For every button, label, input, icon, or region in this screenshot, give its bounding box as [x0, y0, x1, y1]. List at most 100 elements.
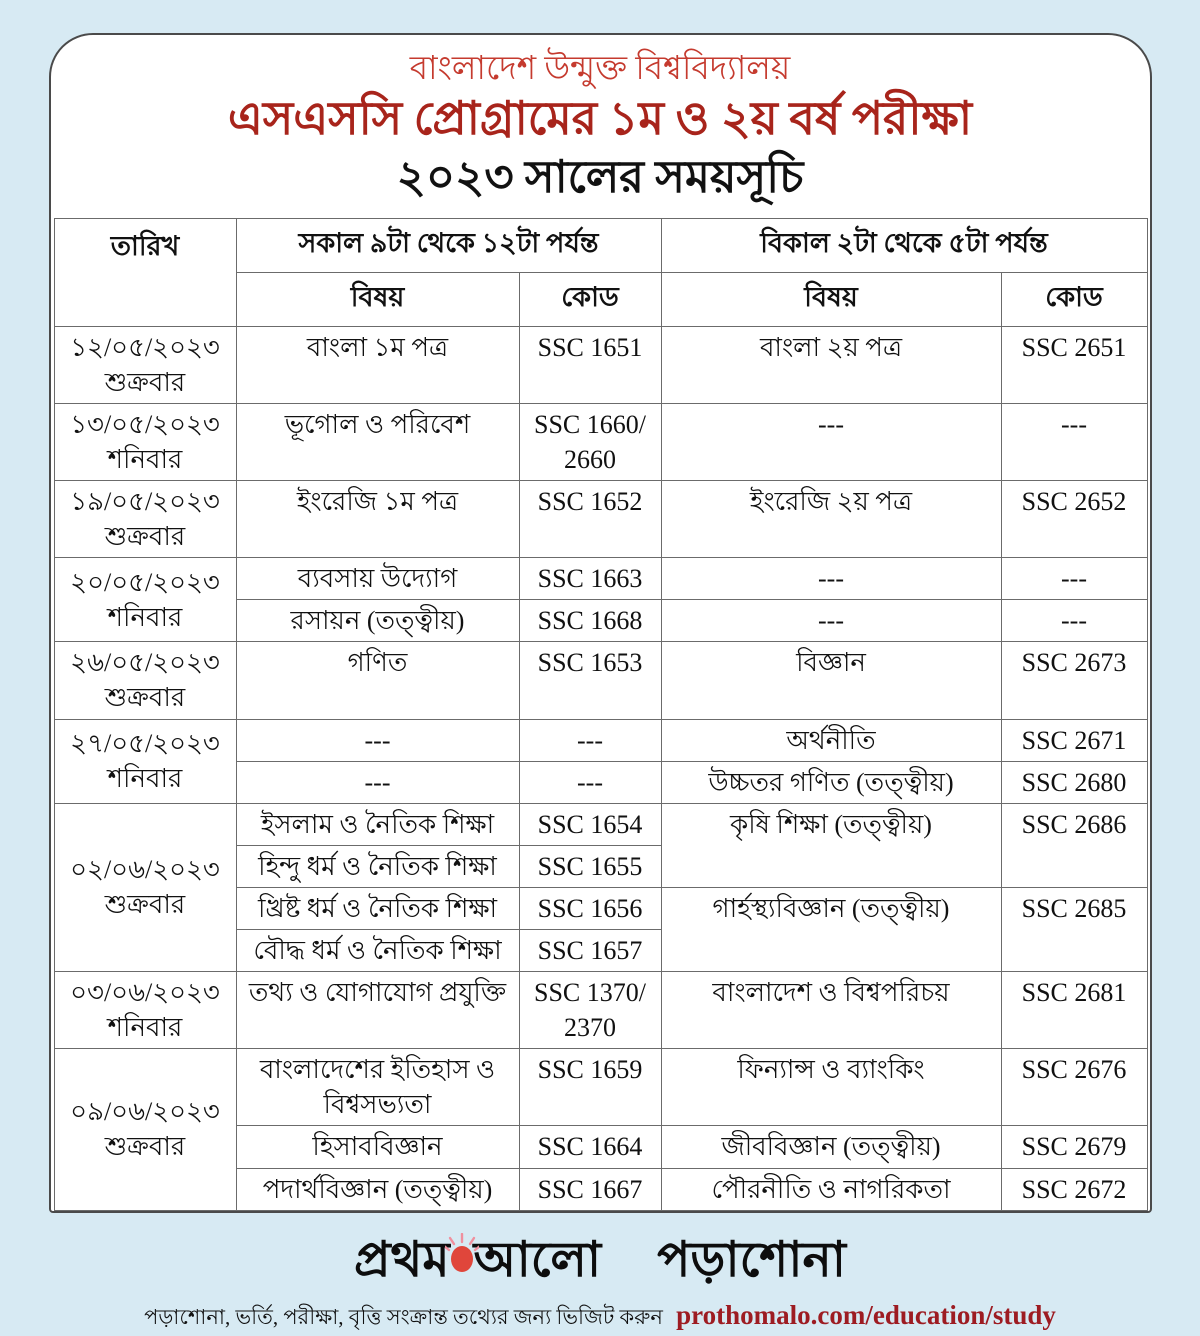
subject-cell: ইংরেজি ১ম পত্র [235, 479, 520, 559]
subject-cell: --- [235, 760, 520, 804]
schedule-card: বাংলাদেশ উন্মুক্ত বিশ্ববিদ্যালয় এসএসসি … [48, 33, 1152, 1213]
code-cell: SSC 2681 [1000, 971, 1148, 1050]
code-cell: SSC 2651 [1000, 325, 1148, 404]
date-cell: ১৯/০৫/২০২৩ শুক্রবার [53, 479, 237, 559]
subject-cell: রসায়ন (তত্ত্বীয়) [235, 599, 520, 643]
subject-cell: ইংরেজি ২য় পত্র [660, 479, 1002, 559]
code-cell: SSC 1654 [518, 802, 662, 846]
schedule-row: --- --- উচ্চতর গণিত (তত্ত্বীয়) SSC 2680 [54, 760, 1148, 804]
code-cell: SSC 2673 [1000, 641, 1148, 720]
code-cell: SSC 1660/ 2660 [518, 402, 662, 481]
schedule-row: বৌদ্ধ ধর্ম ও নৈতিক শিক্ষা SSC 1657 [54, 928, 1147, 973]
date-cell: ২৬/০৫/২০২৩ শুক্রবার [53, 641, 237, 720]
code-cell: SSC 1664 [518, 1125, 662, 1169]
porashona-logo: পড়াশোনা [657, 1231, 846, 1287]
schedule-row: ০৯/০৬/২০২৩ শুক্রবার বাংলাদেশের ইতিহাস ও ব… [53, 1048, 1148, 1211]
code-cell: SSC 1657 [518, 928, 662, 973]
schedule-row: ১২/০৫/২০২৩ শুক্রবার বাংলা ১ম পত্র SSC 1651… [53, 325, 1148, 404]
subject-cell: বাংলাদেশের ইতিহাস ও বিশ্বসভ্যতা [235, 1048, 520, 1127]
code-cell: SSC 1651 [518, 325, 662, 404]
subject-cell: ইসলাম ও নৈতিক শিক্ষা [235, 802, 520, 846]
column-header-subject-morning: বিষয় [235, 271, 520, 327]
code-cell: SSC 2671 [1000, 718, 1148, 762]
code-cell: SSC 2685 [1000, 886, 1148, 973]
subject-cell: গণিত [235, 641, 520, 720]
code-cell: SSC 1668 [518, 599, 662, 643]
schedule-row: ২৬/০৫/২০২৩ শুক্রবার গণিত SSC 1653 বিজ্ঞান SS… [53, 641, 1148, 720]
schedule-row: ১৯/০৫/২০২৩ শুক্রবার ইংরেজি ১ম পত্র SSC 165… [53, 479, 1148, 559]
code-cell: SSC 1370/ 2370 [518, 971, 662, 1050]
column-header-code-afternoon: কোড [1000, 271, 1148, 327]
prothom-alo-logo-word1: প্রথম [354, 1231, 450, 1287]
code-cell: --- [1000, 402, 1148, 481]
subject-cell: --- [235, 718, 520, 762]
schedule-row: পদার্থবিজ্ঞান (তত্ত্বীয়) SSC 1667 পৌরনীতি… [54, 1167, 1148, 1211]
date-cell: ০৯/০৬/২০২৩ শুক্রবার [53, 1048, 237, 1211]
subject-cell: কৃষি শিক্ষা (তত্ত্বীয়) [660, 802, 1002, 888]
date-cell: ০২/০৬/২০২৩ শুক্রবার [53, 802, 237, 973]
footer-note-text: পড়াশোনা, ভর্তি, পরীক্ষা, বৃত্তি সংক্রান… [144, 1304, 663, 1329]
column-header-afternoon-session: বিকাল ২টা থেকে ৫টা পর্যন্ত [660, 217, 1148, 273]
subject-cell: অর্থনীতি [660, 718, 1002, 762]
subject-cell: জীববিজ্ঞান (তত্ত্বীয়) [660, 1125, 1002, 1169]
schedule-row: ২০/০৫/২০২৩ শনিবার ব্যবসায় উদ্যোগ SSC 1663… [53, 557, 1148, 643]
schedule-row: ০৩/০৬/২০২৩ শনিবার তথ্য ও যোগাযোগ প্রযুক্ত… [53, 971, 1148, 1050]
subject-cell: তথ্য ও যোগাযোগ প্রযুক্তি [235, 971, 520, 1050]
date-cell: ১২/০৫/২০২৩ শুক্রবার [53, 325, 237, 404]
subject-cell: --- [660, 557, 1002, 601]
code-cell: SSC 2686 [1000, 802, 1148, 888]
date-cell: ২৭/০৫/২০২৩ শনিবার [53, 718, 237, 804]
code-cell: --- [518, 760, 662, 804]
subject-cell: বিজ্ঞান [660, 641, 1002, 720]
subject-cell: খ্রিষ্ট ধর্ম ও নৈতিক শিক্ষা [235, 886, 520, 930]
subject-cell: হিন্দু ধর্ম ও নৈতিক শিক্ষা [235, 844, 520, 888]
schedule-row: রসায়ন (তত্ত্বীয়) SSC 1668 --- --- [54, 599, 1148, 643]
footer-url-link[interactable]: prothomalo.com/education/study [676, 1299, 1056, 1330]
code-cell: SSC 1667 [518, 1167, 662, 1211]
footer: প্রথম আলো পড়াশোনা পড়াশোনা, ভর্তি, পরীক… [0, 1231, 1200, 1336]
column-header-morning-session: সকাল ৯টা থেকে ১২টা পর্যন্ত [235, 217, 662, 273]
footer-logos: প্রথম আলো পড়াশোনা [0, 1231, 1200, 1287]
schedule-year-title: ২০২৩ সালের সময়সূচি [396, 151, 804, 202]
code-cell: SSC 1652 [518, 479, 662, 559]
date-cell: ০৩/০৬/২০২৩ শনিবার [53, 971, 237, 1050]
code-cell: --- [1000, 557, 1148, 601]
exam-title: এসএসসি প্রোগ্রামের ১ম ও ২য় বর্ষ পরীক্ষা [227, 92, 973, 144]
subject-cell: বৌদ্ধ ধর্ম ও নৈতিক শিক্ষা [235, 928, 520, 973]
code-cell: SSC 2676 [1000, 1048, 1148, 1127]
subject-cell: ভূগোল ও পরিবেশ [235, 402, 520, 481]
schedule-row: খ্রিষ্ট ধর্ম ও নৈতিক শিক্ষা SSC 1656 গার্হ… [54, 886, 1148, 973]
subject-cell: পদার্থবিজ্ঞান (তত্ত্বীয়) [235, 1167, 520, 1211]
subject-cell: --- [660, 402, 1002, 481]
column-header-date: তারিখ [53, 217, 237, 327]
university-name: বাংলাদেশ উন্মুক্ত বিশ্ববিদ্যালয় [409, 51, 791, 87]
code-cell: SSC 1659 [518, 1048, 662, 1127]
code-cell: SSC 2672 [1000, 1167, 1148, 1211]
code-cell: SSC 2652 [1000, 479, 1148, 559]
date-cell: ১৩/০৫/২০২৩ শনিবার [53, 402, 237, 481]
code-cell: SSC 1653 [518, 641, 662, 720]
schedule-table: তারিখ সকাল ৯টা থেকে ১২টা পর্যন্ত বিকাল ২… [53, 217, 1148, 1211]
subject-cell: বাংলা ২য় পত্র [660, 325, 1002, 404]
code-cell: SSC 2680 [1000, 760, 1148, 804]
subject-cell: বাংলাদেশ ও বিশ্বপরিচয় [660, 971, 1002, 1050]
code-cell: --- [518, 718, 662, 762]
schedule-row: হিসাববিজ্ঞান SSC 1664 জীববিজ্ঞান (তত্ত্বীয… [54, 1125, 1148, 1169]
prothom-alo-logo: প্রথম আলো [354, 1231, 601, 1287]
column-header-code-morning: কোড [518, 271, 662, 327]
date-cell: ২০/০৫/২০২৩ শনিবার [53, 557, 237, 643]
subject-cell: হিসাববিজ্ঞান [235, 1125, 520, 1169]
code-cell: SSC 1663 [518, 557, 662, 601]
code-cell: SSC 2679 [1000, 1125, 1148, 1169]
code-cell: SSC 1656 [518, 886, 662, 930]
footer-note-row: পড়াশোনা, ভর্তি, পরীক্ষা, বৃত্তি সংক্রান… [0, 1300, 1200, 1336]
schedule-row: ০২/০৬/২০২৩ শুক্রবার ইসলাম ও নৈতিক শিক্ষা S… [53, 802, 1148, 973]
code-cell: --- [1000, 599, 1148, 643]
subject-cell: পৌরনীতি ও নাগরিকতা [660, 1167, 1002, 1211]
schedule-row: ১৩/০৫/২০২৩ শনিবার ভূগোল ও পরিবেশ SSC 1660/… [53, 402, 1148, 481]
column-header-subject-afternoon: বিষয় [660, 271, 1002, 327]
subject-cell: ব্যবসায় উদ্যোগ [235, 557, 520, 601]
schedule-row: ২৭/০৫/২০২৩ শনিবার --- --- অর্থনীতি SSC 2671 [53, 718, 1148, 804]
prothom-alo-sun-icon [442, 1232, 481, 1277]
table-header-row-sessions: তারিখ সকাল ৯টা থেকে ১২টা পর্যন্ত বিকাল ২… [53, 217, 1148, 327]
